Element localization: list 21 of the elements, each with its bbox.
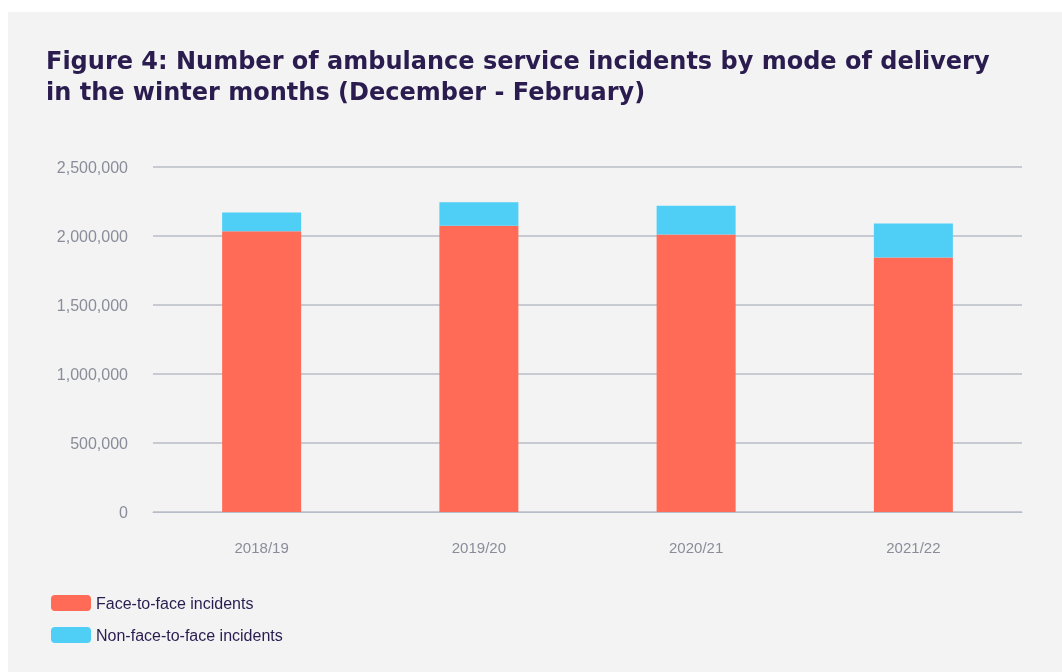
bar (873, 257, 953, 512)
bar (656, 205, 736, 235)
x-tick-label: 2018/19 (234, 539, 289, 556)
y-tick-label: 0 (119, 503, 129, 521)
x-tick-label: 2019/20 (451, 539, 506, 556)
legend-label: Face-to-face incidents (96, 594, 254, 612)
y-tick-label: 1,500,000 (56, 296, 129, 314)
bar (222, 231, 302, 512)
legend-label: Non-face-to-face incidents (96, 626, 283, 644)
y-tick-label: 2,000,000 (56, 227, 129, 245)
bar (439, 225, 519, 512)
chart-title: Figure 4: Number of ambulance service incidents by mode of delivery in the winter months (December - February) (46, 46, 991, 108)
y-tick-label: 1,000,000 (56, 365, 129, 383)
x-tick-label: 2020/21 (669, 539, 724, 556)
bar (439, 202, 519, 226)
bar (656, 234, 736, 512)
bar (222, 212, 302, 232)
x-tick-label: 2021/22 (886, 539, 941, 556)
bar (873, 223, 953, 258)
y-tick-label: 500,000 (70, 434, 129, 452)
y-tick-label: 2,500,000 (56, 158, 129, 176)
